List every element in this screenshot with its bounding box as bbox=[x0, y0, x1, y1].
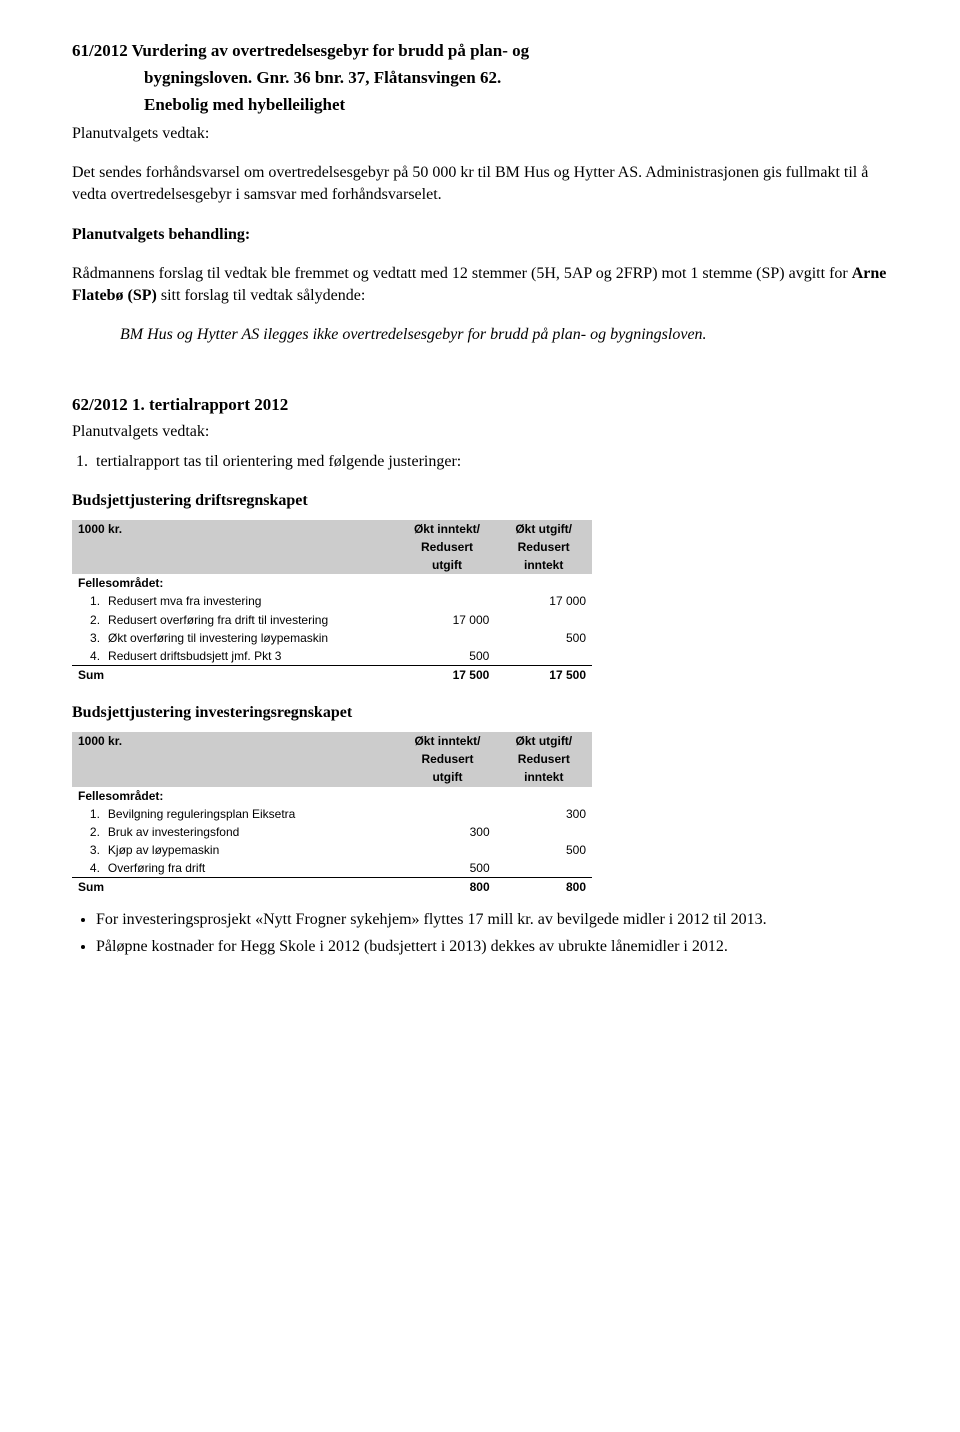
case62-list-item-1: tertialrapport tas til orientering med f… bbox=[92, 451, 888, 473]
table-row: 4. Redusert driftsbudsjett jmf. Pkt 3 50… bbox=[72, 647, 592, 666]
table-row: 3. Økt overføring til investering løypem… bbox=[72, 629, 592, 647]
table-header-row: utgift inntekt bbox=[72, 556, 592, 574]
row-out bbox=[496, 859, 592, 878]
row-inc bbox=[399, 805, 495, 823]
table-header-row: 1000 kr. Økt inntekt/ Økt utgift/ bbox=[72, 520, 592, 538]
sum-row: Sum 800 800 bbox=[72, 878, 592, 897]
felles-label: Fellesområdet: bbox=[72, 574, 592, 592]
row-out: 300 bbox=[496, 805, 592, 823]
case61-vedtak-label: Planutvalgets vedtak: bbox=[72, 123, 888, 145]
sum-inc: 800 bbox=[399, 878, 495, 897]
case61-title-line1: 61/2012 Vurdering av overtredelsesgebyr … bbox=[72, 40, 888, 63]
row-inc bbox=[399, 841, 495, 859]
header-out-2: Redusert bbox=[496, 750, 592, 768]
sum-label: Sum bbox=[72, 878, 399, 897]
row-out bbox=[495, 647, 592, 666]
header-out-2: Redusert bbox=[495, 538, 592, 556]
case62-ordered-list: tertialrapport tas til orientering med f… bbox=[72, 451, 888, 473]
case61-title-line2: bygningsloven. Gnr. 36 bnr. 37, Flåtansv… bbox=[72, 67, 888, 90]
drift-budget-table: 1000 kr. Økt inntekt/ Økt utgift/ Reduse… bbox=[72, 520, 592, 685]
header-out-1: Økt utgift/ bbox=[496, 732, 592, 750]
invest-heading: Budsjettjustering investeringsregnskapet bbox=[72, 702, 888, 724]
document-page: 61/2012 Vurdering av overtredelsesgebyr … bbox=[0, 0, 960, 1432]
header-inc-1: Økt inntekt/ bbox=[399, 732, 495, 750]
case62-vedtak-label: Planutvalgets vedtak: bbox=[72, 421, 888, 443]
header-out-3: inntekt bbox=[496, 768, 592, 786]
table-row: 2. Redusert overføring fra drift til inv… bbox=[72, 611, 592, 629]
table-header-row: utgift inntekt bbox=[72, 768, 592, 786]
row-label: Overføring fra drift bbox=[102, 859, 399, 878]
table-header-row: 1000 kr. Økt inntekt/ Økt utgift/ bbox=[72, 732, 592, 750]
header-out-1: Økt utgift/ bbox=[495, 520, 592, 538]
bottom-bullet-list: For investeringsprosjekt «Nytt Frogner s… bbox=[72, 909, 888, 958]
row-inc: 500 bbox=[399, 647, 496, 666]
case61-vedtak-paragraph: Det sendes forhåndsvarsel om overtredels… bbox=[72, 162, 888, 205]
row-label: Bevilgning reguleringsplan Eiksetra bbox=[102, 805, 399, 823]
case62-title: 62/2012 1. tertialrapport 2012 bbox=[72, 394, 888, 417]
case61-behandling-text-a: Rådmannens forslag til vedtak ble fremme… bbox=[72, 265, 852, 282]
felles-group-row: Fellesområdet: bbox=[72, 787, 592, 805]
row-num: 1. bbox=[72, 805, 102, 823]
sum-out: 800 bbox=[496, 878, 592, 897]
table-header-row: Redusert Redusert bbox=[72, 538, 592, 556]
table-row: 3. Kjøp av løypemaskin 500 bbox=[72, 841, 592, 859]
row-num: 4. bbox=[72, 647, 102, 666]
row-inc: 500 bbox=[399, 859, 495, 878]
invest-budget-table: 1000 kr. Økt inntekt/ Økt utgift/ Reduse… bbox=[72, 732, 592, 897]
row-inc bbox=[399, 629, 496, 647]
row-label: Bruk av investeringsfond bbox=[102, 823, 399, 841]
row-label: Redusert overføring fra drift til invest… bbox=[102, 611, 399, 629]
row-num: 4. bbox=[72, 859, 102, 878]
case61-behandling-text-c: sitt forslag til vedtak sålydende: bbox=[157, 287, 365, 304]
row-num: 3. bbox=[72, 841, 102, 859]
row-num: 3. bbox=[72, 629, 102, 647]
row-out: 500 bbox=[496, 841, 592, 859]
row-inc: 300 bbox=[399, 823, 495, 841]
case61-italic-quote: BM Hus og Hytter AS ilegges ikke overtre… bbox=[72, 324, 888, 346]
case61-title-line3: Enebolig med hybelleilighet bbox=[72, 94, 888, 117]
felles-group-row: Fellesområdet: bbox=[72, 574, 592, 592]
header-inc-3: utgift bbox=[399, 768, 495, 786]
row-label: Kjøp av løypemaskin bbox=[102, 841, 399, 859]
row-label: Redusert mva fra investering bbox=[102, 592, 399, 610]
table-row: 2. Bruk av investeringsfond 300 bbox=[72, 823, 592, 841]
row-num: 2. bbox=[72, 823, 102, 841]
sum-row: Sum 17 500 17 500 bbox=[72, 666, 592, 685]
row-out: 17 000 bbox=[495, 592, 592, 610]
table-row: 1. Bevilgning reguleringsplan Eiksetra 3… bbox=[72, 805, 592, 823]
row-inc bbox=[399, 592, 496, 610]
header-inc-2: Redusert bbox=[399, 538, 496, 556]
header-kr-label: 1000 kr. bbox=[72, 520, 399, 538]
felles-label: Fellesområdet: bbox=[72, 787, 592, 805]
row-out bbox=[495, 611, 592, 629]
sum-out: 17 500 bbox=[495, 666, 592, 685]
header-inc-1: Økt inntekt/ bbox=[399, 520, 496, 538]
case61-behandling-paragraph: Rådmannens forslag til vedtak ble fremme… bbox=[72, 263, 888, 306]
case61-behandling-label: Planutvalgets behandling: bbox=[72, 224, 888, 246]
table-row: 1. Redusert mva fra investering 17 000 bbox=[72, 592, 592, 610]
header-kr-label: 1000 kr. bbox=[72, 732, 399, 750]
row-label: Redusert driftsbudsjett jmf. Pkt 3 bbox=[102, 647, 399, 666]
sum-inc: 17 500 bbox=[399, 666, 496, 685]
table-header-row: Redusert Redusert bbox=[72, 750, 592, 768]
row-out: 500 bbox=[495, 629, 592, 647]
row-inc: 17 000 bbox=[399, 611, 496, 629]
header-out-3: inntekt bbox=[495, 556, 592, 574]
row-num: 1. bbox=[72, 592, 102, 610]
bullet-item-1: For investeringsprosjekt «Nytt Frogner s… bbox=[96, 909, 888, 931]
row-num: 2. bbox=[72, 611, 102, 629]
sum-label: Sum bbox=[72, 666, 399, 685]
bullet-item-2: Påløpne kostnader for Hegg Skole i 2012 … bbox=[96, 936, 888, 958]
header-inc-2: Redusert bbox=[399, 750, 495, 768]
table-row: 4. Overføring fra drift 500 bbox=[72, 859, 592, 878]
drift-heading: Budsjettjustering driftsregnskapet bbox=[72, 490, 888, 512]
row-out bbox=[496, 823, 592, 841]
header-inc-3: utgift bbox=[399, 556, 496, 574]
row-label: Økt overføring til investering løypemask… bbox=[102, 629, 399, 647]
